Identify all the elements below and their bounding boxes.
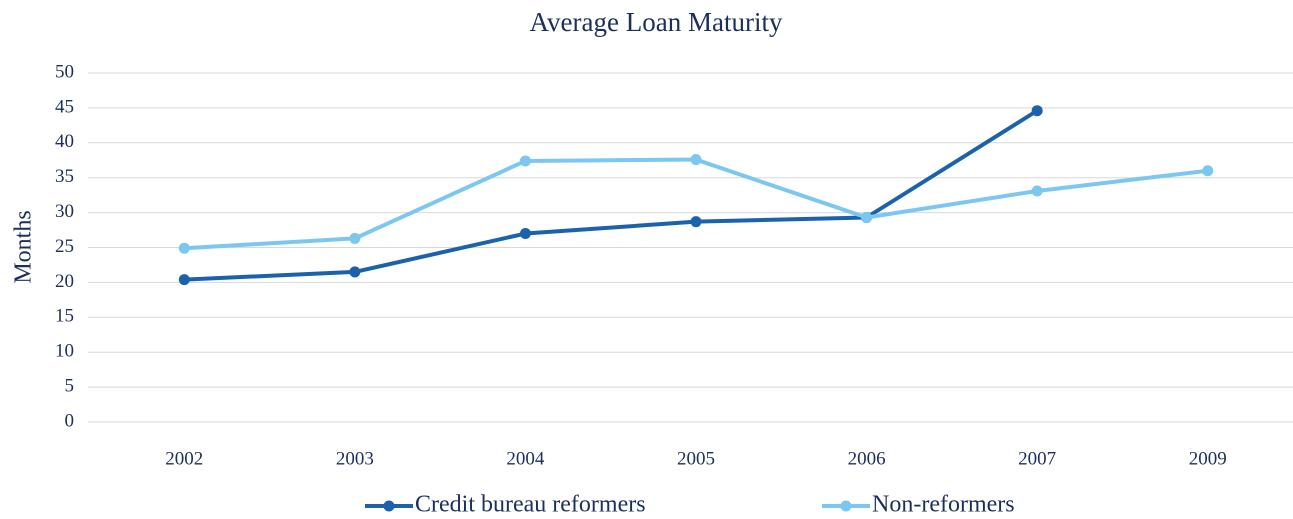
y-axis-label: Months <box>11 210 37 283</box>
data-point <box>1202 165 1214 177</box>
y-tick-label: 20 <box>55 271 74 292</box>
data-point <box>349 232 361 244</box>
series-line <box>184 108 1039 282</box>
legend-marker <box>383 500 395 512</box>
legend-label: Non-reformers <box>872 492 1015 518</box>
x-tick-label: 2007 <box>1018 448 1056 469</box>
y-tick-label: 25 <box>55 236 74 257</box>
y-tick-label: 40 <box>55 131 74 152</box>
x-tick-label: 2005 <box>677 448 715 469</box>
y-tick-label: 45 <box>55 96 74 117</box>
data-point <box>178 274 190 286</box>
data-point <box>861 211 873 223</box>
y-tick-label: 5 <box>65 375 75 396</box>
y-tick-label: 15 <box>55 306 74 327</box>
x-tick-label: 2004 <box>506 448 545 469</box>
data-point <box>519 155 531 167</box>
data-point <box>349 266 361 278</box>
y-tick-label: 0 <box>65 410 75 431</box>
chart-title: Average Loan Maturity <box>530 7 783 37</box>
x-tick-label: 2006 <box>848 448 886 469</box>
y-tick-label: 50 <box>55 61 74 82</box>
legend-marker <box>840 500 852 512</box>
data-point <box>519 228 531 240</box>
data-point <box>690 154 702 166</box>
data-point <box>690 216 702 228</box>
x-tick-label: 2009 <box>1189 448 1227 469</box>
series-line <box>184 157 1208 251</box>
data-point <box>178 242 190 254</box>
y-tick-label: 10 <box>55 341 74 362</box>
y-tick-label: 35 <box>55 166 74 187</box>
legend-label: Credit bureau reformers <box>415 492 646 518</box>
data-point <box>1031 105 1043 117</box>
x-tick-label: 2003 <box>336 448 374 469</box>
x-tick-label: 2002 <box>165 448 203 469</box>
y-tick-label: 30 <box>55 201 74 222</box>
data-point <box>1031 185 1043 197</box>
